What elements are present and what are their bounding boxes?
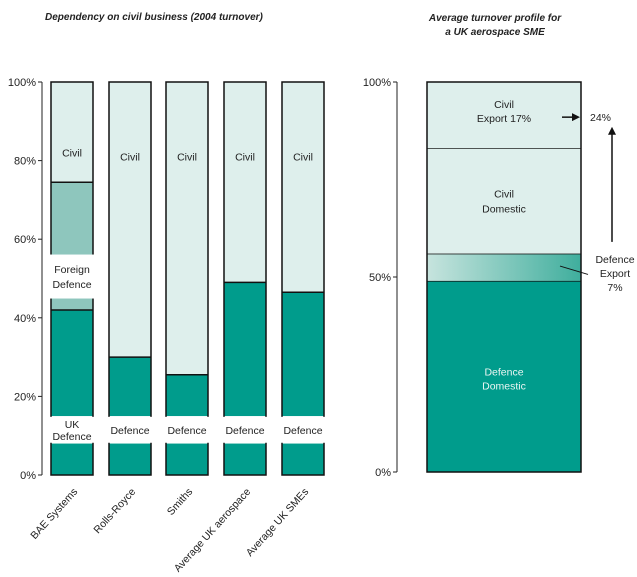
left-tick-label: 60%	[14, 234, 36, 246]
label-band-mask	[50, 416, 94, 443]
left-chart-title: Dependency on civil business (2004 turno…	[45, 12, 264, 23]
right-tick-label: 50%	[369, 272, 391, 284]
defence-label: Defence	[110, 425, 149, 437]
bar-segment	[282, 82, 324, 293]
label-band-mask	[281, 416, 325, 443]
right-annotation: Defence Export 7% 24%	[559, 112, 635, 294]
foreign-label-bg	[49, 254, 95, 299]
bar-group-3: Defence Civil	[223, 81, 267, 476]
defence-export-label-line-1: Defence	[595, 254, 634, 266]
defence-label: Defence	[225, 425, 264, 437]
bar-outline	[108, 81, 152, 476]
label-band-mask	[223, 416, 267, 443]
civil-domestic-label-line-1: Civil	[494, 188, 514, 200]
left-y-axis: 0% 20% 40% 60% 80% 100%	[8, 77, 43, 482]
civil-label: Civil	[293, 152, 313, 164]
defence-label: Defence	[283, 425, 322, 437]
right-chart-title-line-2: a UK aerospace SME	[445, 27, 545, 38]
category-label: BAE Systems	[28, 486, 80, 542]
bar-segment	[427, 82, 581, 149]
label-band-mask	[165, 416, 209, 443]
defence-export-label-line-2: Export	[600, 268, 630, 280]
civil-export-label-line-1: Civil	[494, 99, 514, 111]
defence-domestic-label-line-1: Defence	[484, 366, 523, 378]
civil-domestic-label-line-2: Domestic	[482, 203, 526, 215]
bar-group-2: Defence Civil	[165, 81, 209, 476]
category-label: Average UK SMEs	[244, 486, 311, 559]
bar-segment	[282, 292, 324, 475]
bar-group-1: Defence Civil	[108, 81, 152, 476]
bar-segment	[427, 280, 581, 472]
bar-segment	[224, 282, 266, 475]
left-bars: UKDefenceForeignDefenceCivilDefenceCivil…	[49, 81, 325, 476]
civil-export-label-line-2: Export 17%	[477, 113, 531, 125]
civil-label: Civil	[235, 152, 255, 164]
bar-segment	[51, 309, 93, 475]
bar-segment	[427, 253, 581, 281]
foreign-defence-label-line-2: Defence	[52, 279, 91, 291]
defence-export-leader	[559, 265, 589, 275]
left-tick-label: 100%	[8, 77, 36, 89]
left-tick-label: 20%	[14, 391, 36, 403]
bar-segment	[51, 82, 93, 183]
left-tick-label: 40%	[14, 313, 36, 325]
bar-segment	[427, 148, 581, 254]
bar-group-4: Defence Civil	[281, 81, 325, 476]
right-bar: Defence Domestic Civil Domestic Civil Export …	[426, 81, 582, 473]
left-tick-label: 80%	[14, 156, 36, 168]
bar-outline	[223, 81, 267, 476]
civil-label: Civil	[62, 148, 82, 160]
left-chart: Dependency on civil business (2004 turno…	[8, 12, 325, 575]
annotation-24-percent: 24%	[590, 112, 611, 124]
right-chart-title-line-1: Average turnover profile for	[428, 13, 562, 24]
defence-label-line-1: UK	[65, 419, 80, 431]
civil-label: Civil	[120, 152, 140, 164]
right-tick-label: 0%	[375, 467, 391, 479]
bar-outline	[165, 81, 209, 476]
bar-outline	[426, 81, 582, 473]
bar-segment	[224, 82, 266, 283]
defence-label: Defence	[167, 425, 206, 437]
defence-label-line-2: Defence	[52, 431, 91, 443]
bar-segment	[109, 82, 151, 358]
bar-outline	[281, 81, 325, 476]
foreign-defence-label-line-1: Foreign	[54, 264, 90, 276]
left-tick-label: 0%	[20, 470, 36, 482]
civil-label: Civil	[177, 152, 197, 164]
bar-segment	[166, 82, 208, 375]
right-chart: Average turnover profile for a UK aerosp…	[363, 13, 635, 479]
right-y-axis: 0% 50% 100%	[363, 77, 398, 479]
right-tick-label: 100%	[363, 77, 391, 89]
category-label: Rolls-Royce	[91, 486, 138, 536]
defence-domestic-label-line-2: Domestic	[482, 380, 526, 392]
defence-export-label-line-3: 7%	[607, 282, 622, 294]
label-band-mask	[108, 416, 152, 443]
category-label: Smiths	[165, 486, 195, 518]
